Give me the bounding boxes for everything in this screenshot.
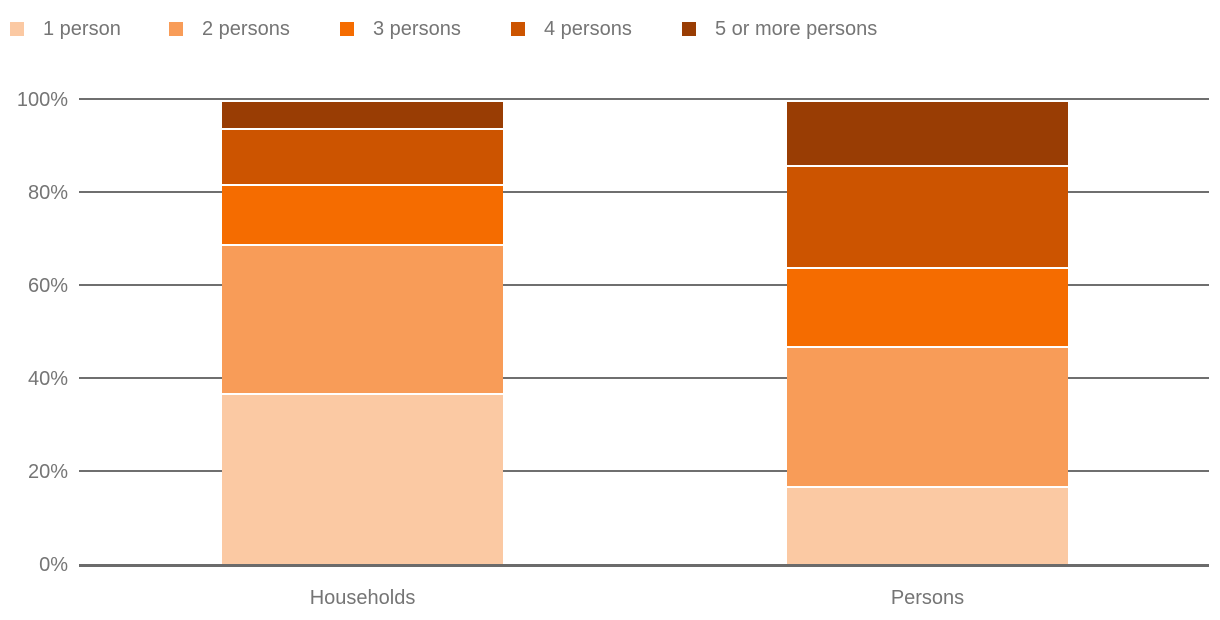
bar-segment-persons-3-persons[interactable] [787,267,1068,347]
gridline-40 [79,377,1209,379]
bar-segment-persons-2-persons[interactable] [787,346,1068,486]
legend-label: 1 person [43,17,121,40]
y-axis-tick-20: 20% [27,461,68,483]
bar-segment-persons-5-or-more-persons[interactable] [787,100,1068,166]
bar-segment-households-3-persons[interactable] [222,183,503,245]
legend-item-5-or-more-persons: 5 or more persons [682,18,877,40]
legend-swatch-3-persons [340,22,354,36]
legend-label: 3 persons [373,17,461,40]
legend-item-2-persons: 2 persons [169,18,290,40]
bar-segment-households-5-or-more-persons[interactable] [222,100,503,128]
bar-segment-persons-1-person[interactable] [787,485,1068,565]
legend-swatch-4-persons [511,22,525,36]
legend-item-1-person: 1 person [10,18,121,40]
bar-segment-households-1-person[interactable] [222,392,503,565]
legend-label: 5 or more persons [715,17,878,40]
gridline-60 [79,284,1209,286]
gridline-80 [79,191,1209,193]
y-axis-tick-0: 0% [39,554,68,576]
x-axis-baseline [79,564,1209,567]
legend-swatch-1-person [10,22,24,36]
legend-label: 4 persons [544,17,632,40]
gridline-20 [79,470,1209,472]
gridline-100 [79,98,1209,100]
x-axis-label-households: Households [309,587,416,609]
bar-segment-persons-4-persons[interactable] [787,165,1068,268]
bar-segment-households-4-persons[interactable] [222,127,503,184]
legend-label: 2 persons [202,17,290,40]
y-axis-tick-40: 40% [27,368,68,390]
legend-swatch-5-or-more-persons [682,22,696,36]
y-axis-tick-100: 100% [16,89,68,111]
legend-item-3-persons: 3 persons [340,18,461,40]
y-axis-tick-80: 80% [27,182,68,204]
bar-segment-households-2-persons[interactable] [222,244,503,393]
y-axis-tick-60: 60% [27,275,68,297]
x-axis-label-persons: Persons [890,587,965,609]
legend-swatch-2-persons [169,22,183,36]
chart-legend: 1 person 2 persons 3 persons 4 persons 5… [0,0,1220,50]
legend-item-4-persons: 4 persons [511,18,632,40]
